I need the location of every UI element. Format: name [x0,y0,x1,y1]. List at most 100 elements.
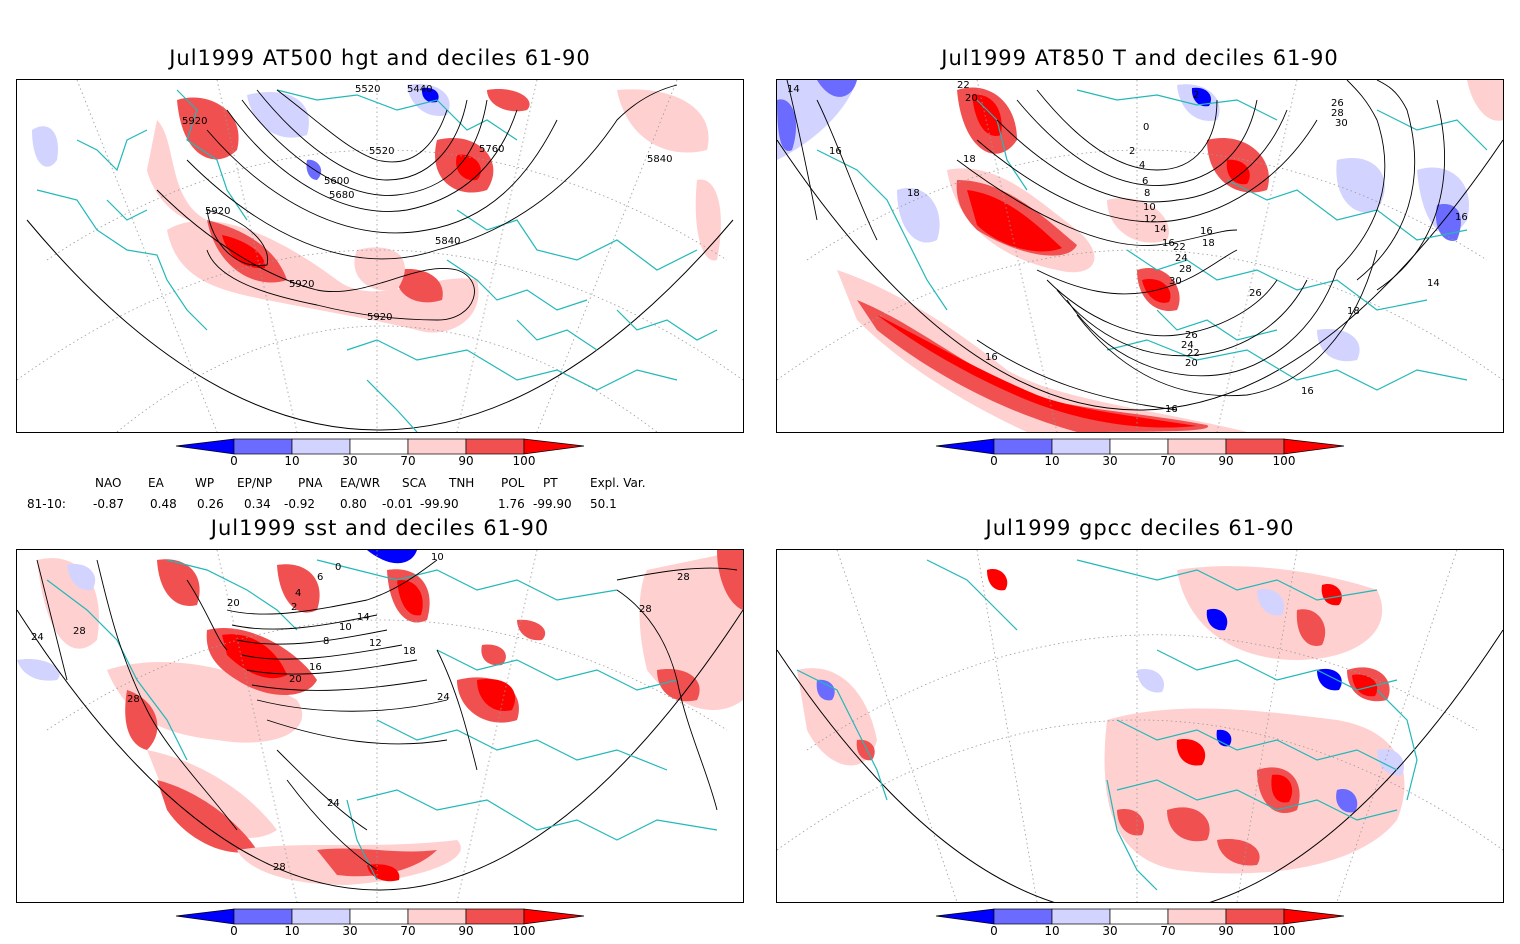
contour-label: 12 [1144,214,1157,225]
shading-layer [777,80,1503,432]
hemisphere-edge [17,609,743,891]
contour-label: 24 [31,632,44,643]
coastlines [46,559,718,881]
colorbar-2: 0 10 30 70 90 100 [932,438,1352,474]
contour-label: 26 [1249,288,1262,299]
contour-label: 16 [309,662,322,673]
contour-label: 5920 [205,206,230,217]
contour-label: 5520 [355,84,380,95]
map-hgt500: 5440 5520 5920 5520 5600 5680 5760 5840 … [16,79,744,433]
colorbar-tick: 0 [230,924,238,938]
index-row-label: 81-10: [27,497,66,511]
index-header: Expl. Var. [590,476,646,490]
contour-label: 20 [965,93,978,104]
contour-label: 22 [1187,348,1200,359]
index-value: -0.92 [284,497,316,511]
contour-label: 22 [957,80,970,91]
shading-layer [32,84,721,333]
contour-label: 6 [317,572,323,583]
shading-layer [17,550,743,885]
colorbar-tick: 100 [1272,924,1296,938]
contour-label: 16 [1200,226,1213,237]
colorbar-tick: 90 [458,454,474,468]
index-value: 0.26 [197,497,224,511]
contour-label: 20 [289,674,302,685]
contour-label: 5600 [324,176,349,187]
panel-title-t850: Jul1999 AT850 T and deciles 61-90 [941,46,1339,70]
contour-label: 14 [787,84,800,95]
contour-label: 5920 [367,312,392,323]
contour-label: 12 [369,638,382,649]
contour-label: 2 [1129,146,1135,157]
contour-label: 22 [1173,242,1186,253]
colorbar-4: 0 10 30 70 90 100 [932,908,1352,944]
panel-title-hgt500: Jul1999 AT500 hgt and deciles 61-90 [169,46,591,70]
contour-label: 0 [335,562,341,573]
map-hgt500-svg: 5440 5520 5920 5520 5600 5680 5760 5840 … [17,80,743,432]
contour-label: 18 [1347,306,1360,317]
hemisphere-edge [26,219,734,431]
contour-label: 16 [1162,238,1175,249]
contour-label: 10 [1143,202,1156,213]
contour-label: 8 [1144,188,1150,199]
sst-contours [36,559,738,871]
height-contours [156,84,678,321]
contour-label: 2 [291,602,297,613]
contour-label: 6 [1142,176,1148,187]
colorbar-swatches [935,908,1345,925]
map-gpcc-svg [777,550,1503,902]
contour-label: 20 [227,598,240,609]
contour-label: 14 [1427,278,1440,289]
colorbar-swatches [175,438,585,455]
contour-label: 14 [357,612,370,623]
index-header: EP/NP [237,476,273,490]
contour-label: 18 [1202,238,1215,249]
index-header: EA [148,476,164,490]
panel-title-gpcc: Jul1999 gpcc deciles 61-90 [985,516,1295,540]
graticule [777,80,1503,432]
contour-label: 18 [403,646,416,657]
colorbar-tick: 100 [1272,454,1296,468]
contour-label: 10 [339,622,352,633]
contour-label: 16 [985,352,998,363]
colorbar-tick: 0 [990,454,998,468]
contour-label: 16 [829,146,842,157]
graticule [17,80,743,432]
contour-label: 5840 [647,154,672,165]
shading-layer [797,566,1405,874]
index-value: -0.87 [93,497,125,511]
index-value: 0.80 [340,497,367,511]
temperature-contours [786,80,1445,411]
contour-label: 5920 [289,279,314,290]
contour-label: 28 [73,626,86,637]
contour-label: 5760 [479,144,504,155]
colorbar-tick: 0 [990,924,998,938]
graticule [46,550,728,902]
index-header: POL [501,476,525,490]
coastlines [36,89,718,432]
contour-label: 28 [1179,264,1192,275]
contour-labels: 24 28 20 28 2 4 6 8 10 12 14 16 18 20 24… [31,552,690,873]
coastlines [796,559,1418,891]
colorbar-tick: 70 [1160,924,1176,938]
contour-label: 14 [1154,224,1167,235]
index-value: -99.90 [420,497,459,511]
contour-label: 24 [1181,340,1194,351]
contour-label: 4 [1139,160,1145,171]
map-t850-svg: 14 22 20 16 18 18 2 0 2 4 6 8 10 12 14 1… [777,80,1503,432]
colorbar-tick: 10 [1044,454,1060,468]
contour-label: 24 [1175,253,1188,264]
colorbar-tick: 70 [400,454,416,468]
colorbar-tick: 70 [1160,454,1176,468]
contour-label: 28 [639,604,652,615]
contour-label: 28 [1331,108,1344,119]
index-header: PNA [298,476,323,490]
contour-label: 10 [431,552,444,563]
colorbar-tick: 30 [1102,454,1118,468]
index-header: EA/WR [340,476,381,490]
colorbar-swatches [935,438,1345,455]
contour-label: 26 [1185,330,1198,341]
panel-title-sst: Jul1999 sst and deciles 61-90 [210,516,550,540]
index-header: WP [195,476,215,490]
contour-label: 16 [1165,404,1178,415]
